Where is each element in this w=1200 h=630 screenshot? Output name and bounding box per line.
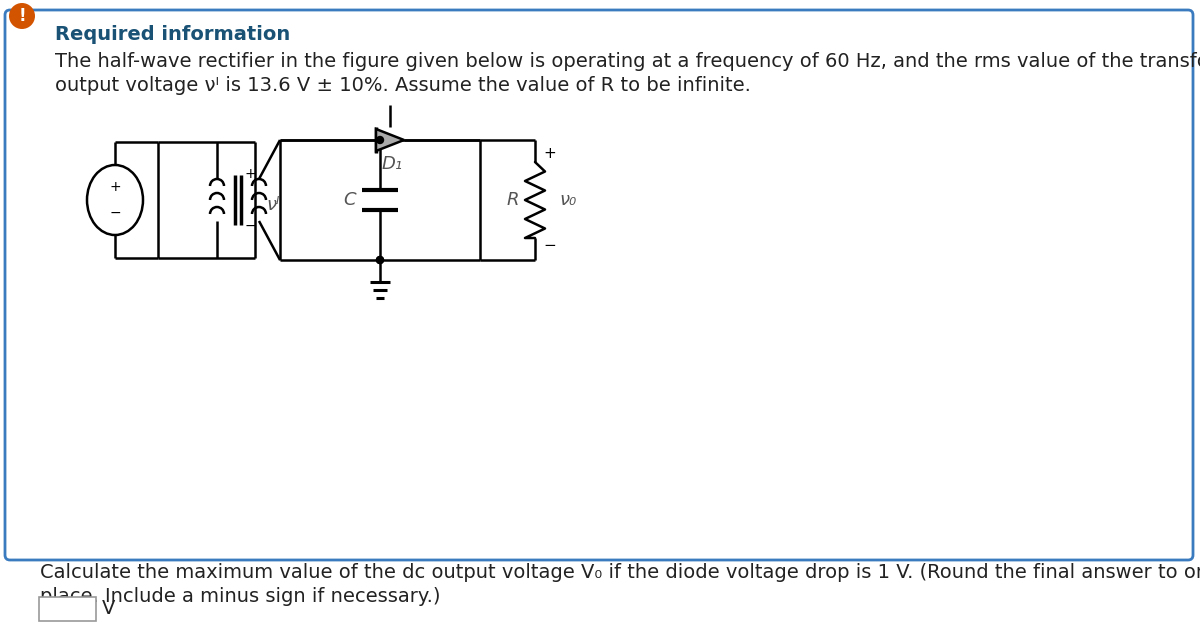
Text: output voltage νᴵ is 13.6 V ± 10%. Assume the value of R to be infinite.: output voltage νᴵ is 13.6 V ± 10%. Assum… (55, 76, 751, 95)
Text: −: − (244, 219, 256, 233)
Text: −: − (544, 239, 557, 253)
Text: Calculate the maximum value of the dc output voltage V₀ if the diode voltage dro: Calculate the maximum value of the dc ou… (40, 563, 1200, 582)
Ellipse shape (88, 165, 143, 235)
Text: νᴵ: νᴵ (266, 196, 280, 214)
Circle shape (10, 3, 35, 29)
Circle shape (377, 256, 384, 263)
FancyBboxPatch shape (38, 597, 96, 621)
Circle shape (377, 137, 384, 144)
Text: V: V (102, 600, 115, 619)
FancyBboxPatch shape (5, 10, 1193, 560)
Text: R: R (506, 191, 520, 209)
Text: C: C (343, 191, 356, 209)
Circle shape (377, 256, 384, 263)
Text: +: + (109, 180, 121, 194)
Text: +: + (244, 167, 256, 181)
Polygon shape (376, 129, 404, 151)
Text: −: − (109, 206, 121, 220)
Text: ν₀: ν₀ (559, 191, 576, 209)
Text: Required information: Required information (55, 25, 290, 44)
Text: !: ! (18, 7, 26, 25)
Text: +: + (544, 147, 557, 161)
Text: The half-wave rectifier in the figure given below is operating at a frequency of: The half-wave rectifier in the figure gi… (55, 52, 1200, 71)
Text: place. Include a minus sign if necessary.): place. Include a minus sign if necessary… (40, 587, 440, 606)
Text: D₁: D₁ (382, 155, 402, 173)
